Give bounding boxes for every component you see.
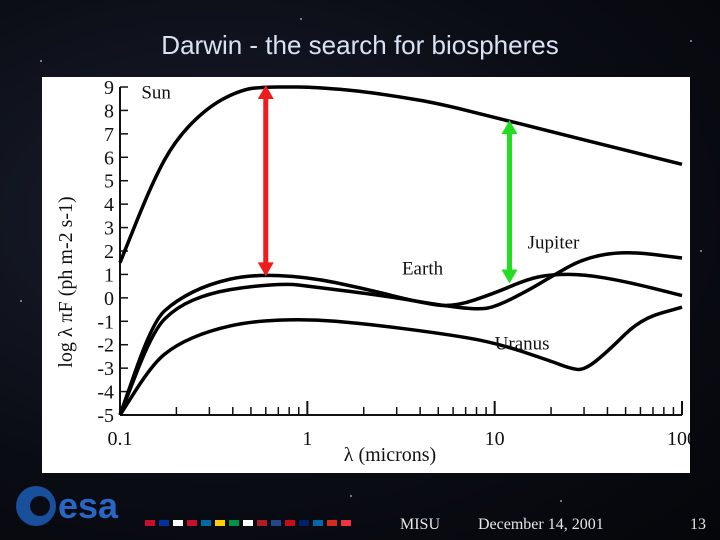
axes — [119, 87, 682, 416]
arrow-head-up — [501, 120, 518, 135]
background-star — [690, 40, 692, 42]
series-label-sun: Sun — [141, 83, 171, 104]
flag-icon — [285, 520, 295, 526]
background-star — [300, 18, 302, 20]
flag-icon — [257, 520, 267, 526]
x-axis-label: λ (microns) — [344, 444, 436, 466]
y-tick-label: 5 — [104, 171, 114, 193]
y-tick-label: -4 — [97, 382, 114, 404]
arrow-head-down — [501, 269, 518, 284]
esa-logo-text: esa — [58, 485, 119, 526]
y-tick-label: 8 — [104, 100, 114, 122]
flag-icon — [173, 520, 183, 526]
flag-icon — [215, 520, 225, 526]
background-star — [700, 250, 702, 252]
flag-icon — [159, 520, 169, 526]
flag-icon — [313, 520, 323, 526]
flag-icon — [145, 520, 155, 526]
flag-icon — [187, 520, 197, 526]
esa-logo-mark-cutout — [30, 496, 50, 516]
background-star — [350, 495, 352, 497]
x-tick-label: 10 — [485, 428, 505, 450]
footer-organization: MISU — [400, 516, 441, 533]
y-tick-label: 6 — [104, 147, 114, 169]
esa-logo: esa — [16, 485, 119, 526]
y-tick-label: -3 — [97, 358, 114, 380]
y-tick-label: 0 — [104, 288, 114, 310]
flag-icon — [341, 520, 351, 526]
y-tick-label: 7 — [104, 124, 114, 146]
y-axis-label: log λ πF (ph m-2 s-1) — [55, 196, 77, 367]
flag-icon — [327, 520, 337, 526]
y-tick-label: -1 — [97, 311, 114, 333]
series-label-uranus: Uranus — [495, 333, 550, 354]
series-lines — [118, 85, 683, 416]
y-tick-label: 9 — [104, 77, 114, 99]
annotation-double-arrow — [501, 120, 518, 284]
x-tick-label: 1 — [302, 428, 312, 450]
member-flags-strip — [145, 520, 351, 526]
background-star — [20, 300, 22, 302]
y-tick-label: 4 — [104, 194, 114, 216]
arrow-head-down — [257, 262, 274, 277]
series-line-sun — [118, 85, 683, 264]
y-tick-label: -2 — [97, 335, 114, 357]
y-tick-label: 1 — [104, 264, 114, 286]
x-tick-label: 0.1 — [108, 428, 133, 450]
y-tick-label: 2 — [104, 241, 114, 263]
flag-icon — [299, 520, 309, 526]
footer-date: December 14, 2001 — [478, 516, 604, 533]
slide-title: Darwin - the search for biospheres — [161, 30, 559, 60]
series-label-jupiter: Jupiter — [528, 233, 580, 254]
annotation-double-arrow — [257, 85, 274, 277]
series-labels: Sun Earth Jupiter Uranus — [141, 83, 580, 355]
flag-icon — [229, 520, 239, 526]
arrow-head-up — [257, 85, 274, 99]
flag-icon — [201, 520, 211, 526]
series-label-earth: Earth — [402, 258, 444, 279]
series-line-jupiter — [118, 251, 683, 416]
flag-icon — [243, 520, 253, 526]
x-tick-label: 100 — [667, 428, 690, 450]
flag-icon — [271, 520, 281, 526]
background-star — [40, 60, 42, 62]
annotation-arrows — [257, 85, 518, 284]
series-line-uranus — [118, 305, 683, 416]
y-tick-label: -5 — [97, 405, 114, 427]
background-star — [560, 500, 562, 502]
y-tick-label: 3 — [104, 218, 114, 240]
page-number: 13 — [690, 516, 706, 533]
